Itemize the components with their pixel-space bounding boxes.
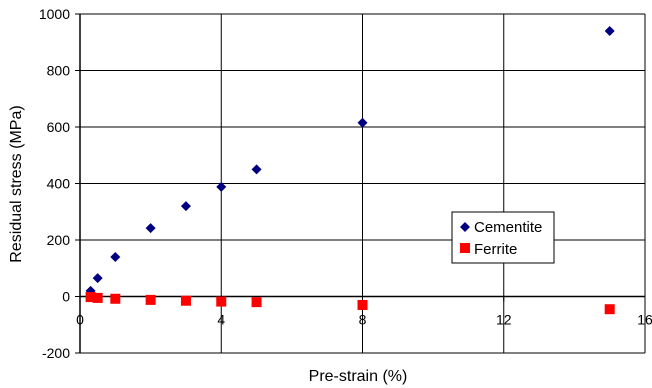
y-tick-label: 800 <box>47 63 71 79</box>
ferrite-point <box>180 295 191 306</box>
ferrite-point <box>110 293 121 304</box>
cementite-point <box>92 273 103 284</box>
tick-labels: -200 0 200 400 600 800 1000 0 4 8 12 16 <box>39 6 652 361</box>
ferrite-point <box>216 296 227 307</box>
y-tick-label: -200 <box>42 345 70 361</box>
cementite-point <box>145 223 156 234</box>
axes <box>75 13 646 354</box>
x-tick-label: 0 <box>76 312 84 328</box>
x-tick-label: 8 <box>359 312 367 328</box>
ferrite-point <box>604 304 615 315</box>
data-points <box>85 25 615 315</box>
legend-ferrite-label: Ferrite <box>474 241 517 258</box>
legend-box <box>451 211 555 264</box>
y-tick-label: 1000 <box>39 6 70 22</box>
x-tick-label: 16 <box>637 312 652 328</box>
cementite-point <box>604 25 615 36</box>
legend-cementite-label: Cementite <box>474 219 542 236</box>
x-tick-label: 12 <box>496 312 512 328</box>
legend-ferrite-marker <box>460 243 470 253</box>
y-tick-label: 600 <box>47 119 71 135</box>
ferrite-point <box>145 294 156 305</box>
cementite-point <box>357 117 368 128</box>
y-tick-label: 400 <box>47 176 71 192</box>
ferrite-point <box>92 292 103 303</box>
legend-cementite-marker <box>460 222 470 232</box>
cementite-point <box>251 164 262 175</box>
cementite-point <box>180 201 191 212</box>
y-axis-title: Residual stress (MPa) <box>8 105 25 262</box>
x-tick-label: 4 <box>217 312 225 328</box>
y-tick-label: 200 <box>47 232 71 248</box>
cementite-point <box>216 181 227 192</box>
ferrite-point <box>85 292 96 303</box>
cementite-point <box>110 251 121 262</box>
legend: Cementite Ferrite <box>451 211 555 264</box>
ferrite-point <box>251 297 262 308</box>
x-axis-title: Pre-strain (%) <box>309 368 408 385</box>
y-tick-label: 0 <box>62 289 70 305</box>
ferrite-point <box>357 299 368 310</box>
